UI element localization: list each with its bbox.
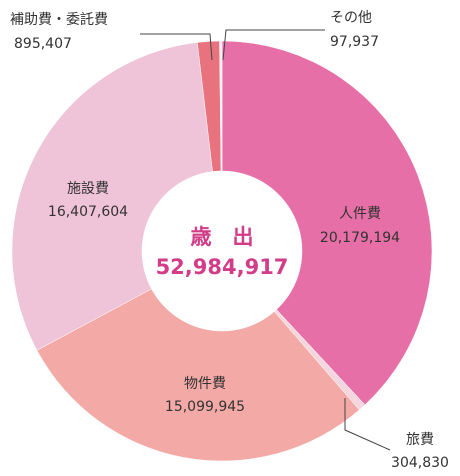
slice-label: 人件費 <box>339 206 381 222</box>
slice-label: その他 <box>330 10 372 26</box>
slice-value-label: 304,830 <box>391 455 449 471</box>
leader-line <box>344 398 391 451</box>
slice-label: 補助費・委託費 <box>10 12 108 28</box>
slice <box>11 42 213 351</box>
slice-value-label: 97,937 <box>330 34 379 50</box>
slice-label: 施設費 <box>67 181 109 197</box>
slice <box>219 40 223 172</box>
slices <box>11 40 433 462</box>
slice-value-label: 16,407,604 <box>48 204 128 220</box>
slice-value-label: 20,179,194 <box>320 230 400 246</box>
center-title: 歳 出 <box>191 225 254 249</box>
slice-value-label: 15,099,945 <box>165 399 245 415</box>
slice <box>36 288 360 462</box>
slice-label: 旅費 <box>406 432 434 448</box>
slice-value-label: 895,407 <box>14 36 72 52</box>
leader-line <box>222 29 325 61</box>
center-total: 52,984,917 <box>156 255 289 279</box>
leader-line <box>140 33 213 61</box>
slice-label: 物件費 <box>184 376 226 392</box>
slice <box>221 40 433 406</box>
